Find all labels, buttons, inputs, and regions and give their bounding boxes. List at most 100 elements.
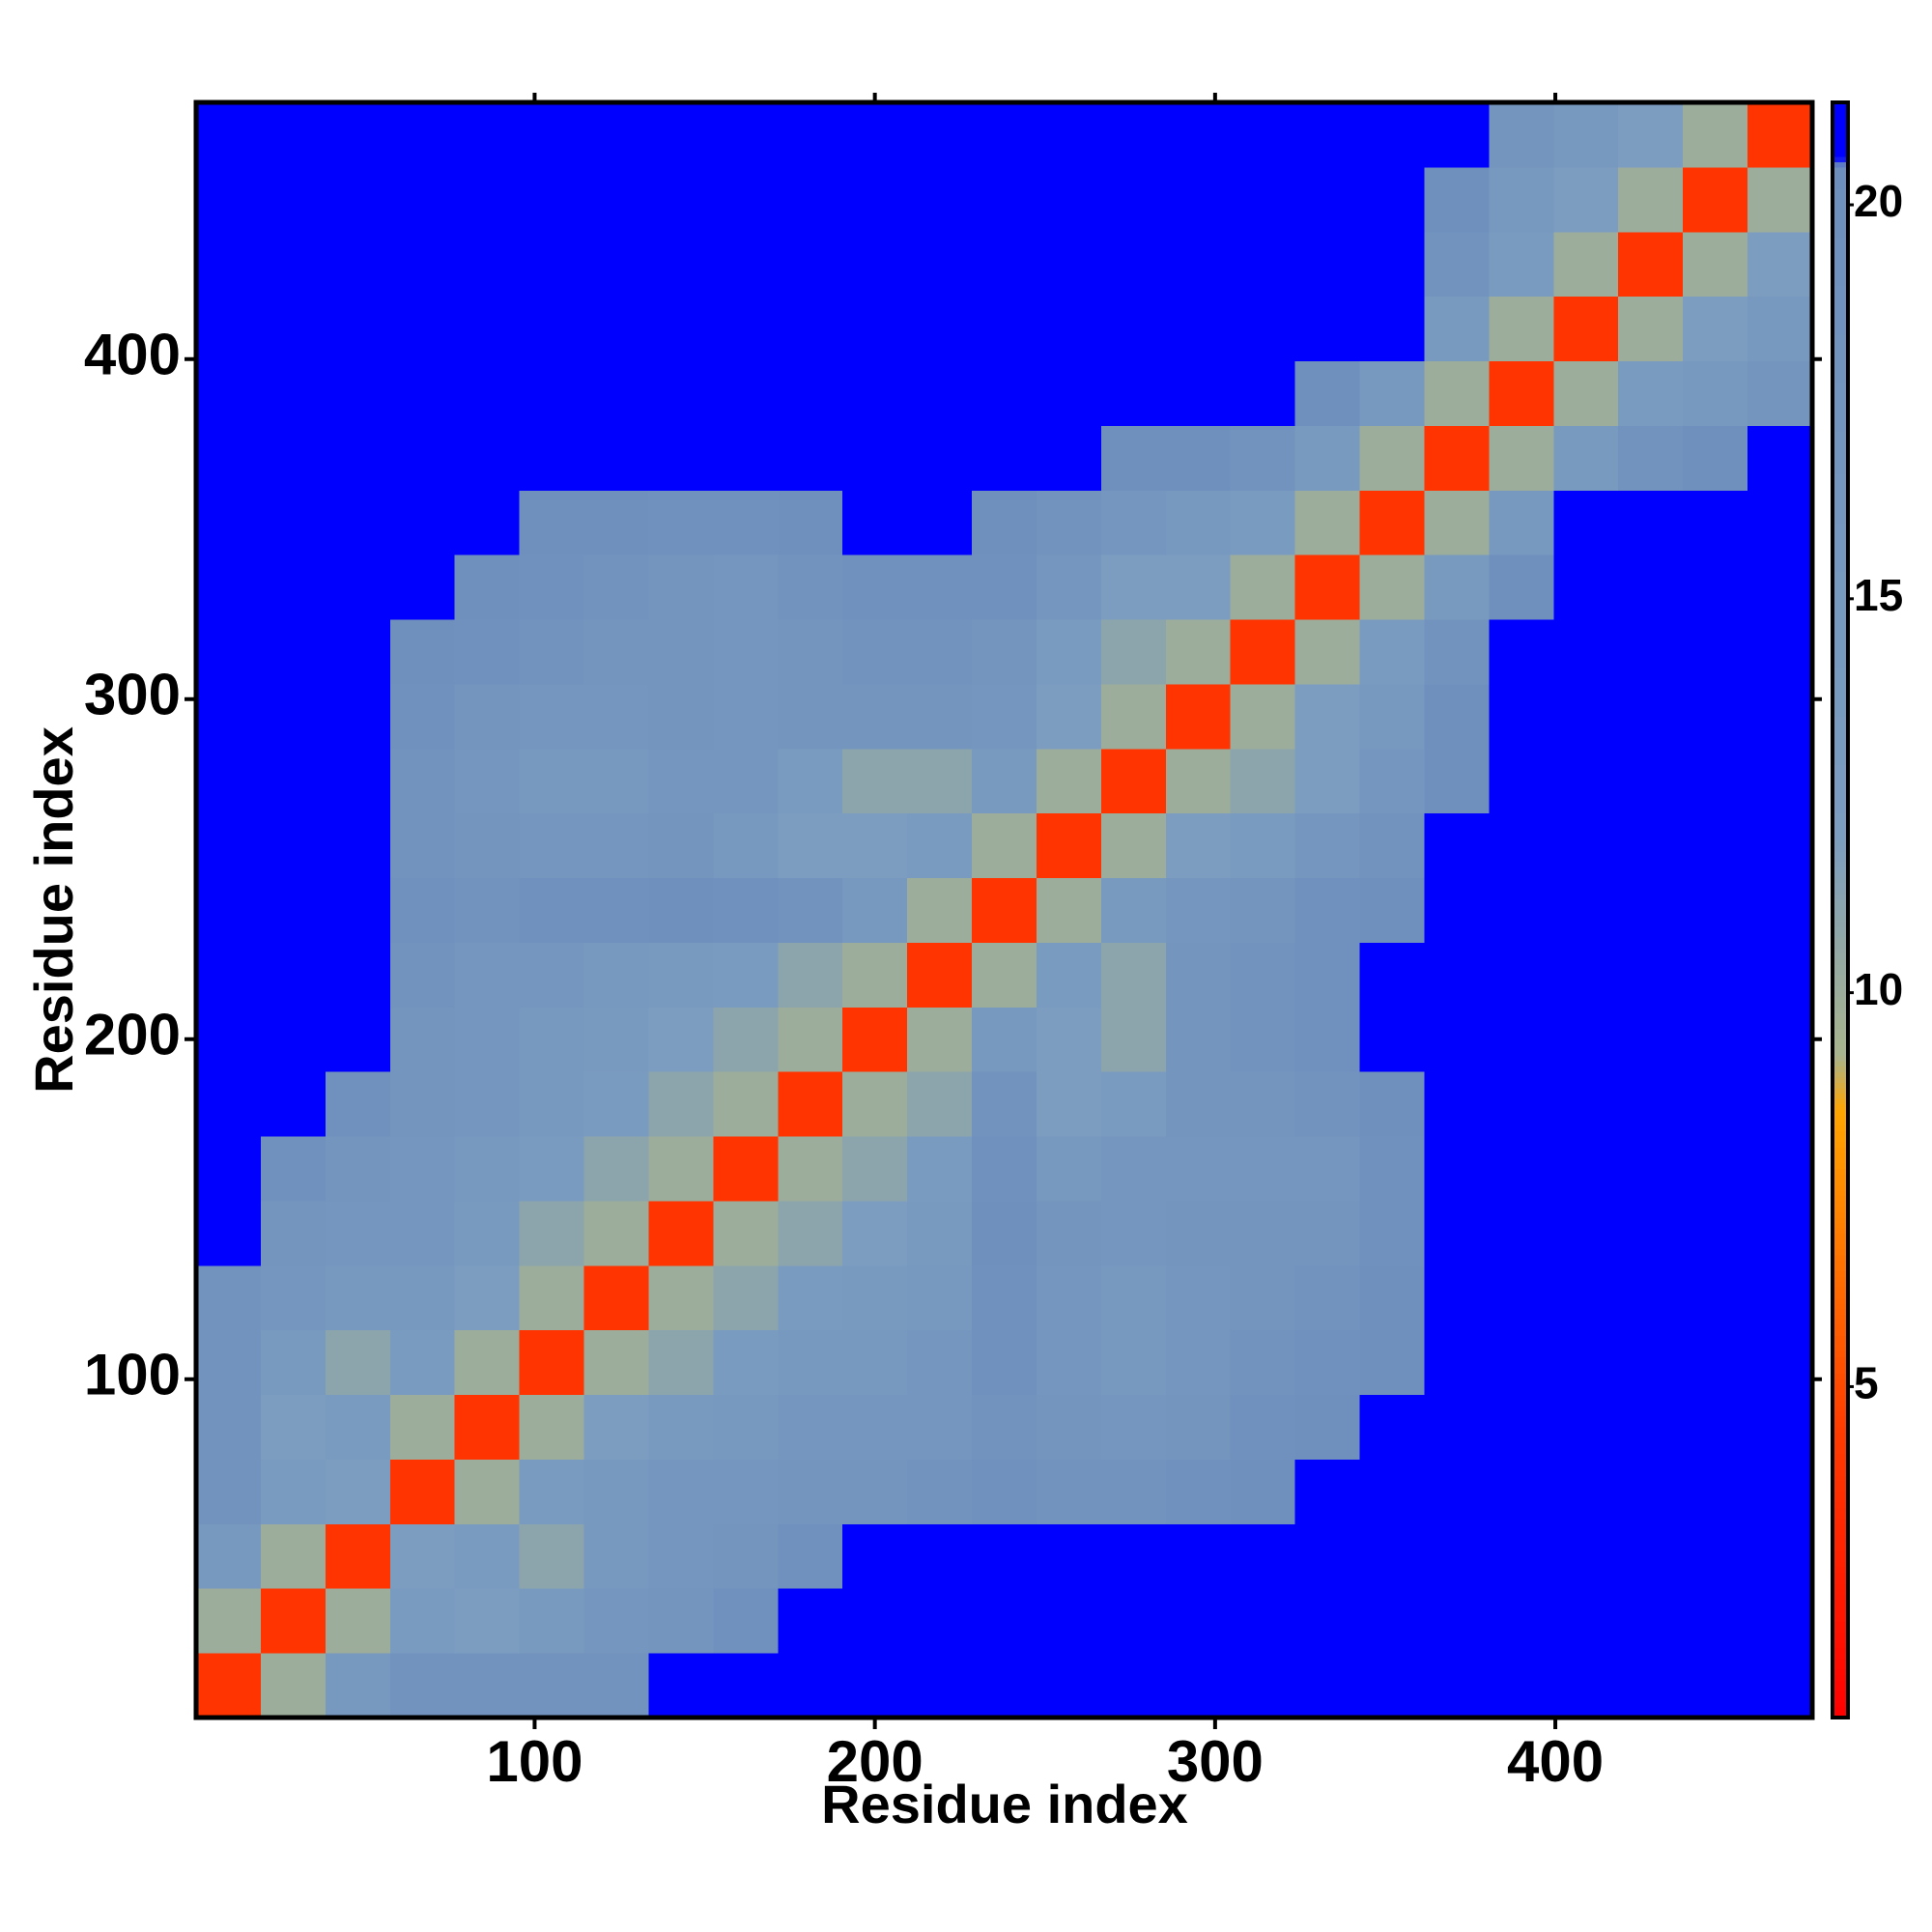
cell [1036, 1136, 1102, 1202]
cell [196, 1394, 262, 1460]
cell [1618, 1071, 1684, 1137]
cell [1618, 1264, 1684, 1331]
cell [972, 1200, 1037, 1266]
colorbar-segment [1833, 1227, 1848, 1234]
colorbar-segment [1833, 834, 1848, 841]
cell [260, 1394, 327, 1460]
cell [778, 619, 843, 685]
cell [519, 1394, 585, 1460]
colorbar-segment [1833, 1292, 1848, 1298]
cell [1618, 554, 1684, 620]
cell [1618, 1523, 1684, 1589]
cell [1747, 1200, 1813, 1266]
cell [1230, 1523, 1296, 1589]
colorbar-segment [1833, 1147, 1848, 1153]
cell [907, 1136, 973, 1202]
colorbar-segment [1833, 758, 1848, 766]
colorbar-segment [1833, 651, 1848, 658]
colorbar-segment [1833, 1641, 1848, 1649]
cell [519, 1200, 585, 1266]
cell [1683, 1394, 1748, 1460]
cell [842, 1007, 908, 1072]
colorbar-segment [1833, 980, 1848, 986]
cell [1489, 748, 1554, 814]
cell [907, 1588, 973, 1654]
cell [972, 425, 1037, 491]
cell [325, 166, 391, 233]
cell [583, 1264, 649, 1331]
cell [713, 1523, 779, 1589]
cell [454, 554, 521, 620]
colorbar-segment [1833, 1523, 1848, 1530]
cell [907, 425, 973, 491]
cell [1165, 942, 1232, 1008]
colorbar-segment [1833, 178, 1848, 185]
colorbar-segment [1833, 1314, 1848, 1321]
cell [519, 102, 585, 168]
cell [260, 360, 327, 426]
cell [583, 1459, 649, 1524]
cell [1230, 425, 1296, 491]
cell [1230, 1007, 1296, 1072]
cell [454, 1200, 521, 1266]
colorbar-tick-label: 20 [1854, 176, 1903, 226]
cell [1100, 877, 1167, 943]
cell [260, 1459, 327, 1524]
colorbar-segment [1833, 193, 1848, 200]
cell [648, 490, 714, 555]
cell [972, 1329, 1037, 1396]
colorbar-segment [1833, 1308, 1848, 1315]
cell [1553, 812, 1619, 879]
colorbar-segment [1833, 1604, 1848, 1611]
cell [972, 1264, 1037, 1331]
colorbar-segment [1833, 484, 1848, 491]
cell [583, 1394, 649, 1460]
cell [1036, 296, 1102, 362]
cell [1747, 1523, 1813, 1589]
cell [1359, 102, 1425, 168]
cell [648, 1523, 714, 1589]
cell [1359, 1329, 1425, 1396]
cell [1036, 166, 1102, 233]
cell [1424, 425, 1490, 491]
cell [1165, 425, 1232, 491]
cell [1036, 231, 1102, 298]
cell [519, 1588, 585, 1654]
colorbar-segment [1833, 1216, 1848, 1223]
colorbar-segment [1833, 915, 1848, 922]
cell [1036, 877, 1102, 943]
colorbar-segment [1833, 1206, 1848, 1212]
colorbar-segment [1833, 1222, 1848, 1229]
cell [1553, 554, 1619, 620]
colorbar-segment [1833, 102, 1848, 109]
colorbar-segment [1833, 366, 1848, 373]
cell [1424, 619, 1490, 685]
colorbar-segment [1833, 630, 1848, 637]
cell [1294, 877, 1361, 943]
cell [1618, 296, 1684, 362]
cell [1100, 942, 1167, 1008]
cell [1553, 1007, 1619, 1072]
colorbar-segment [1833, 683, 1848, 691]
cell [1747, 1588, 1813, 1654]
cell [907, 1653, 973, 1719]
colorbar-segment [1833, 867, 1848, 873]
cell [1036, 1394, 1102, 1460]
cell [972, 1653, 1037, 1719]
cell [1100, 812, 1167, 879]
cell [454, 683, 521, 750]
colorbar-segment [1833, 721, 1848, 728]
colorbar-segment [1833, 1200, 1848, 1208]
cell [260, 554, 327, 620]
cell [907, 877, 973, 943]
cell [260, 1200, 327, 1266]
cell [713, 231, 779, 298]
cell [1036, 1653, 1102, 1719]
cell [1359, 360, 1425, 426]
colorbar-segment [1833, 463, 1848, 469]
colorbar-segment [1833, 312, 1848, 319]
cell [842, 942, 908, 1008]
cell [389, 360, 456, 426]
cell [196, 425, 262, 491]
